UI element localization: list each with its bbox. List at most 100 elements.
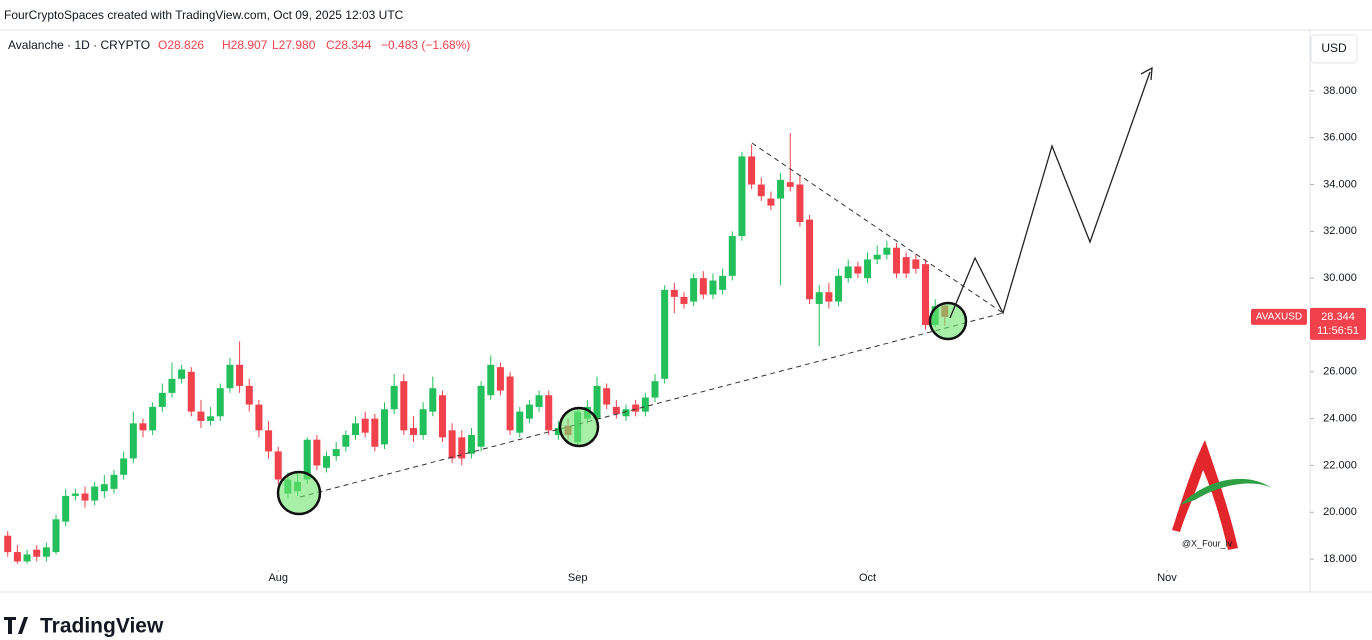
candle-body [796, 184, 804, 222]
highlight-circle [558, 406, 600, 448]
candle-body [603, 388, 611, 405]
candle-body [680, 296, 688, 304]
y-tick-label: 34.000 [1323, 178, 1357, 190]
candle-body [912, 259, 920, 269]
candle-body [100, 484, 108, 492]
candle-body [429, 388, 437, 412]
candle-body [670, 289, 678, 297]
candle-body [477, 385, 485, 447]
candle-body [62, 495, 70, 522]
y-tick-label: 24.000 [1323, 413, 1357, 425]
ohlc-change: −0.483 (−1.68%) [381, 38, 470, 52]
currency-box[interactable] [1310, 34, 1358, 64]
candle-body [593, 385, 601, 419]
candle-body [516, 411, 524, 433]
candle-body [719, 275, 727, 290]
candle-body [496, 367, 504, 391]
symbol: Avalanche · 1D · CRYPTO [8, 38, 150, 52]
candle-body [52, 519, 60, 553]
candle-body [71, 493, 79, 496]
candle-body [187, 371, 195, 412]
candle-body [873, 254, 881, 260]
x-tick-label: Oct [859, 572, 876, 584]
price-tag [1310, 307, 1366, 340]
candle-body [274, 451, 282, 480]
candle-body [458, 437, 466, 459]
candle-body [139, 423, 147, 431]
candle-body [854, 266, 862, 274]
candle-body [612, 406, 620, 414]
candle-body [409, 427, 417, 436]
candle-body [806, 219, 814, 300]
candle-body [661, 289, 669, 379]
candle-body [313, 439, 321, 466]
candle-body [699, 278, 707, 295]
highlight-circle [928, 301, 968, 341]
candle-body [4, 535, 12, 553]
annotations [276, 66, 1153, 516]
candle-body [738, 156, 746, 237]
y-tick-label: 26.000 [1323, 366, 1357, 378]
candle-body [245, 385, 253, 405]
y-tick-label: 38.000 [1323, 85, 1357, 97]
candle-body [371, 418, 379, 447]
candle-body [13, 552, 21, 562]
candle-body [419, 409, 427, 436]
candle-body [33, 549, 41, 557]
candle-body [91, 486, 99, 501]
candle-body [42, 547, 50, 557]
candle-body [168, 378, 176, 393]
candle-body [767, 198, 775, 206]
candle-body [110, 474, 118, 489]
y-tick-label: 36.000 [1323, 132, 1357, 144]
candle-body [332, 449, 340, 457]
candle-body [525, 404, 533, 419]
watermark: @X_Four_iv [1182, 538, 1233, 548]
candle-body [303, 439, 311, 480]
candle-body [893, 247, 901, 274]
candle-body [641, 397, 649, 412]
logo-green [1180, 478, 1272, 505]
candle-body [400, 381, 408, 431]
candle-body [226, 364, 234, 389]
candle-body [81, 493, 89, 501]
y-tick-label: 32.000 [1323, 225, 1357, 237]
y-tick-label: 22.000 [1323, 459, 1357, 471]
countdown-label: 11:56:51 [1317, 325, 1359, 337]
ohlc-high: H28.907 [222, 38, 268, 52]
candle-body [265, 430, 273, 452]
candle-body [361, 418, 369, 433]
candle-body [651, 381, 659, 398]
ticker-tag [1251, 308, 1307, 325]
candle-body [438, 395, 446, 438]
candle-body [883, 247, 891, 255]
x-tick-label: Nov [1157, 572, 1177, 584]
projection-path [949, 71, 1151, 319]
candles [4, 90, 1314, 572]
candle-body [467, 435, 475, 454]
candle-body [120, 458, 128, 475]
logo-red [1172, 440, 1238, 550]
candle-body [844, 266, 852, 279]
candle-body [342, 435, 350, 447]
candle-body [835, 275, 843, 302]
candle-body [149, 406, 157, 431]
y-tick-label: 30.000 [1323, 272, 1357, 284]
candle-body [786, 182, 794, 187]
y-tick-label: 20.000 [1323, 506, 1357, 518]
x-tick-label: Aug [268, 572, 288, 584]
candle-body [380, 409, 388, 445]
candle-body [622, 409, 630, 417]
highlight-circle [276, 470, 322, 516]
candle-body [902, 257, 910, 274]
candle-body [748, 156, 756, 185]
candle-body [178, 369, 186, 379]
brand-logo: TradingView [4, 615, 164, 638]
candle-body [815, 292, 823, 304]
ticker-label: AVAXUSD [1256, 312, 1302, 323]
y-tick-label: 18.000 [1323, 553, 1357, 565]
price-label: 28.344 [1321, 311, 1355, 323]
candle-body [728, 236, 736, 276]
credit: FourCryptoSpaces created with TradingVie… [4, 8, 404, 22]
